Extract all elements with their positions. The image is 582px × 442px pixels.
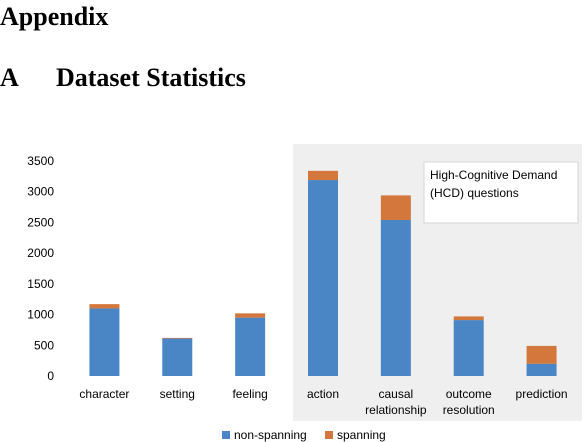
- bar-non-spanning: [308, 180, 338, 376]
- bar-non-spanning: [453, 320, 484, 376]
- bar-spanning: [380, 195, 411, 220]
- x-tick-label: outcome: [446, 387, 492, 401]
- appendix-heading: Appendix: [0, 2, 109, 31]
- y-tick-label: 500: [34, 338, 54, 352]
- hcd-annotation-line-2: (HCD) questions: [430, 186, 519, 200]
- legend: non-spanning spanning: [222, 428, 386, 442]
- bar-spanning: [308, 170, 338, 181]
- x-tick-label: causal: [379, 387, 414, 401]
- bar-spanning: [89, 304, 120, 309]
- x-tick-label: setting: [160, 387, 195, 401]
- x-tick-label: resolution: [443, 403, 495, 417]
- section-title: Dataset Statistics: [56, 63, 246, 92]
- legend-swatch: [222, 431, 230, 439]
- bar-non-spanning: [235, 317, 266, 376]
- y-tick-label: 3500: [27, 154, 54, 168]
- bar-non-spanning: [89, 308, 120, 376]
- x-axis-labels: character setting feeling action causal relat…: [79, 387, 567, 417]
- bar-spanning: [526, 345, 557, 364]
- y-axis: 0 500 1000 1500 2000 2500 3000 3500: [27, 154, 54, 383]
- bar-spanning: [162, 337, 193, 339]
- bar-spanning: [453, 316, 484, 321]
- hcd-annotation-box: [423, 161, 579, 224]
- section-heading: A Dataset Statistics: [0, 63, 246, 93]
- bar-non-spanning: [380, 219, 411, 376]
- hcd-annotation-line-1: High-Cognitive Demand: [430, 168, 557, 182]
- y-tick-label: 0: [47, 369, 54, 383]
- x-tick-label: character: [79, 387, 129, 401]
- bar-non-spanning: [526, 363, 557, 376]
- bar-non-spanning: [162, 338, 193, 376]
- legend-label: spanning: [337, 428, 386, 442]
- hcd-annotation: High-Cognitive Demand (HCD) questions: [423, 161, 579, 224]
- section-number: A: [0, 63, 19, 92]
- x-tick-label: feeling: [232, 387, 267, 401]
- y-tick-label: 2500: [27, 215, 54, 229]
- y-tick-label: 1000: [27, 308, 54, 322]
- y-tick-label: 3000: [27, 185, 54, 199]
- x-tick-label: relationship: [365, 403, 427, 417]
- legend-swatch: [325, 431, 333, 439]
- bar-spanning: [235, 313, 266, 318]
- dataset-statistics-chart: 0 500 1000 1500 2000 2500 3000 3500 character se…: [27, 144, 582, 442]
- legend-label: non-spanning: [234, 428, 307, 442]
- x-tick-label: action: [307, 387, 339, 401]
- y-tick-label: 1500: [27, 277, 54, 291]
- y-tick-label: 2000: [27, 246, 54, 260]
- x-tick-label: prediction: [516, 387, 568, 401]
- bar-group: [89, 170, 557, 376]
